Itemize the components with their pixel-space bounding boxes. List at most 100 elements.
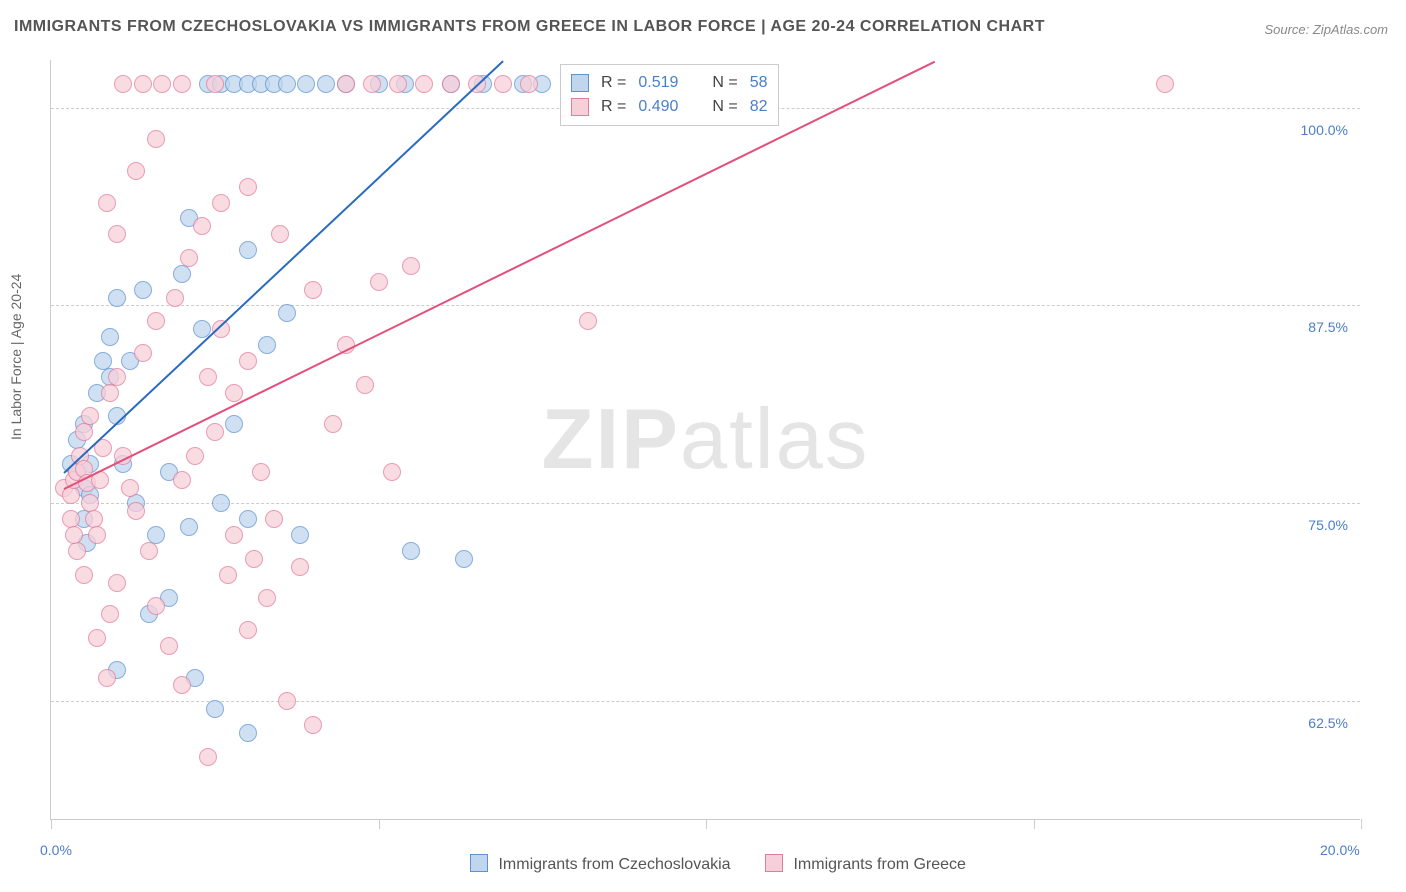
data-point — [173, 471, 191, 489]
data-point — [180, 249, 198, 267]
data-point — [108, 574, 126, 592]
data-point — [127, 502, 145, 520]
data-point — [383, 463, 401, 481]
x-tick-label: 0.0% — [40, 842, 72, 858]
data-point — [239, 352, 257, 370]
data-point — [206, 75, 224, 93]
data-point — [166, 289, 184, 307]
data-point — [278, 75, 296, 93]
data-point — [291, 558, 309, 576]
data-point — [442, 75, 460, 93]
trend-line — [63, 60, 503, 473]
data-point — [121, 479, 139, 497]
data-point — [258, 336, 276, 354]
swatch-series-b — [571, 98, 589, 116]
data-point — [304, 716, 322, 734]
data-point — [140, 542, 158, 560]
gridline — [51, 305, 1360, 306]
legend-label-a: Immigrants from Czechoslovakia — [498, 856, 730, 873]
data-point — [147, 312, 165, 330]
source-attribution: Source: ZipAtlas.com — [1264, 22, 1388, 37]
data-point — [75, 566, 93, 584]
data-point — [245, 550, 263, 568]
bottom-legend: Immigrants from Czechoslovakia Immigrant… — [0, 854, 1406, 874]
data-point — [455, 550, 473, 568]
data-point — [389, 75, 407, 93]
data-point — [278, 304, 296, 322]
y-tick-label: 75.0% — [1308, 517, 1348, 533]
data-point — [402, 542, 420, 560]
data-point — [65, 526, 83, 544]
data-point — [101, 384, 119, 402]
data-point — [180, 518, 198, 536]
legend-swatch-b — [765, 854, 783, 872]
x-tick-label: 20.0% — [1320, 842, 1360, 858]
data-point — [494, 75, 512, 93]
data-point — [134, 344, 152, 362]
data-point — [239, 724, 257, 742]
data-point — [75, 423, 93, 441]
data-point — [153, 75, 171, 93]
gridline — [51, 701, 1360, 702]
x-tick — [1034, 819, 1035, 829]
data-point — [68, 542, 86, 560]
data-point — [363, 75, 381, 93]
data-point — [265, 510, 283, 528]
data-point — [81, 407, 99, 425]
data-point — [225, 384, 243, 402]
data-point — [356, 376, 374, 394]
gridline — [51, 503, 1360, 504]
data-point — [160, 637, 178, 655]
x-tick — [51, 819, 52, 829]
data-point — [98, 194, 116, 212]
data-point — [415, 75, 433, 93]
data-point — [127, 162, 145, 180]
data-point — [108, 289, 126, 307]
data-point — [193, 217, 211, 235]
data-point — [114, 75, 132, 93]
data-point — [88, 526, 106, 544]
data-point — [402, 257, 420, 275]
x-tick — [1361, 819, 1362, 829]
swatch-series-a — [571, 74, 589, 92]
stats-row-series-a: R = 0.519 N = 58 — [571, 71, 768, 95]
data-point — [579, 312, 597, 330]
data-point — [199, 368, 217, 386]
data-point — [1156, 75, 1174, 93]
data-point — [239, 621, 257, 639]
chart-title: IMMIGRANTS FROM CZECHOSLOVAKIA VS IMMIGR… — [14, 18, 1045, 36]
data-point — [134, 75, 152, 93]
data-point — [206, 700, 224, 718]
chart-plot-area: ZIPatlas 62.5%75.0%87.5%100.0% — [50, 60, 1360, 820]
y-axis-label: In Labor Force | Age 20-24 — [8, 274, 24, 440]
data-point — [147, 597, 165, 615]
legend-label-b: Immigrants from Greece — [793, 856, 965, 873]
x-tick — [706, 819, 707, 829]
data-point — [108, 225, 126, 243]
data-point — [271, 225, 289, 243]
data-point — [98, 669, 116, 687]
data-point — [304, 281, 322, 299]
data-point — [252, 463, 270, 481]
data-point — [147, 130, 165, 148]
stats-legend-box: R = 0.519 N = 58 R = 0.490 N = 82 — [560, 64, 779, 126]
data-point — [258, 589, 276, 607]
data-point — [225, 415, 243, 433]
trend-line — [64, 60, 936, 489]
y-tick-label: 62.5% — [1308, 715, 1348, 731]
data-point — [212, 194, 230, 212]
data-point — [173, 265, 191, 283]
data-point — [278, 692, 296, 710]
stats-row-series-b: R = 0.490 N = 82 — [571, 95, 768, 119]
data-point — [337, 75, 355, 93]
y-tick-label: 100.0% — [1301, 122, 1348, 138]
data-point — [225, 526, 243, 544]
data-point — [88, 629, 106, 647]
legend-swatch-a — [470, 854, 488, 872]
data-point — [186, 447, 204, 465]
x-tick — [379, 819, 380, 829]
data-point — [173, 75, 191, 93]
data-point — [324, 415, 342, 433]
data-point — [239, 241, 257, 259]
data-point — [199, 748, 217, 766]
